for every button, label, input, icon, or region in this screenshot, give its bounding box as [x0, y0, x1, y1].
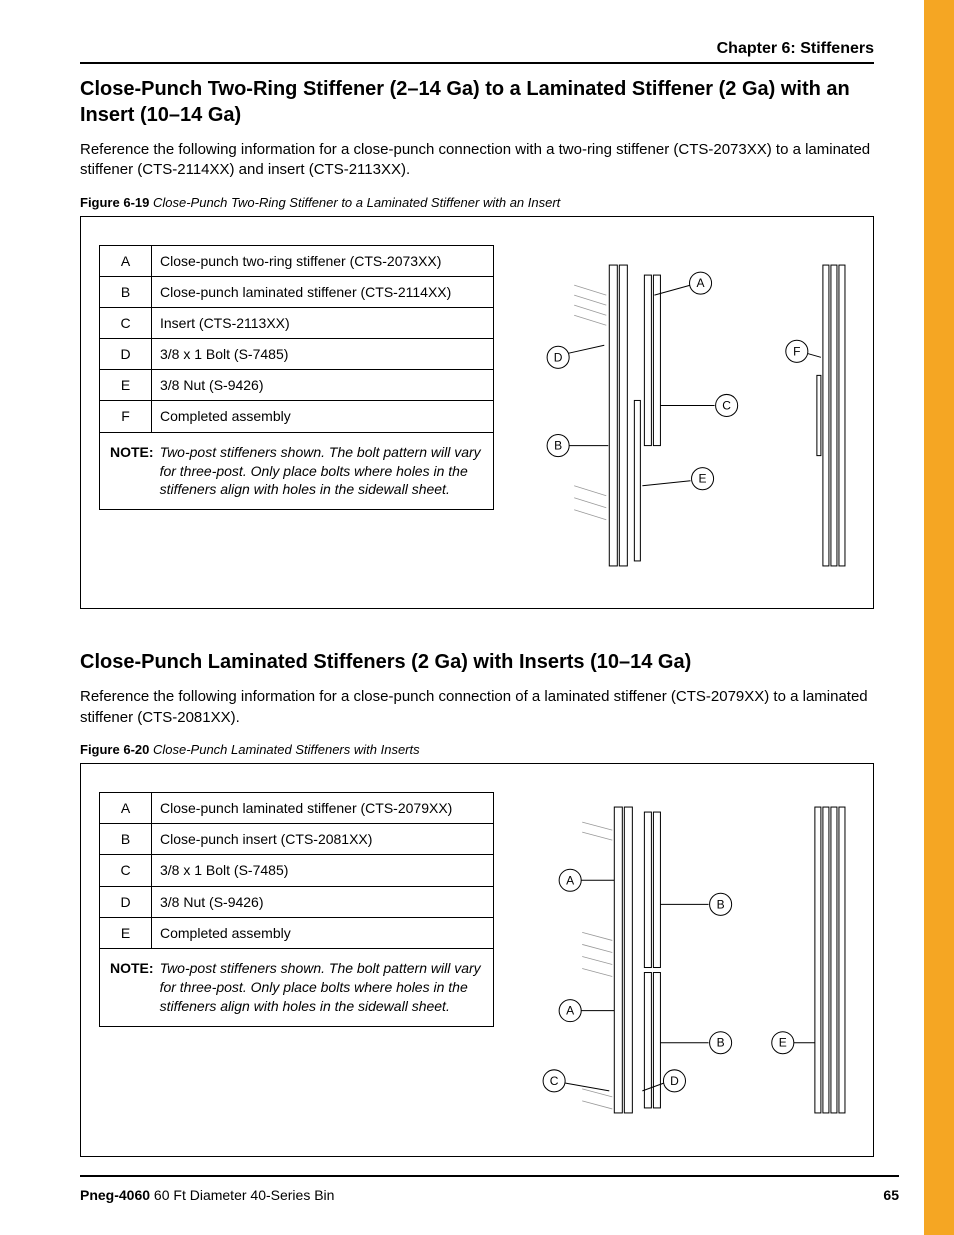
table-row: BClose-punch laminated stiffener (CTS-21… — [100, 276, 494, 307]
svg-text:B: B — [554, 438, 562, 452]
note-text: Two-post stiffeners shown. The bolt patt… — [160, 959, 483, 1016]
header-rule — [80, 62, 874, 64]
note-text: Two-post stiffeners shown. The bolt patt… — [160, 443, 483, 500]
figure-1-diagram: A D C B E F — [514, 245, 855, 576]
figure-2-parts-table: AClose-punch laminated stiffener (CTS-20… — [99, 792, 494, 1027]
page-number: 65 — [883, 1187, 899, 1203]
table-row: D3/8 x 1 Bolt (S-7485) — [100, 339, 494, 370]
svg-text:B: B — [717, 1036, 725, 1050]
svg-text:A: A — [566, 1004, 574, 1018]
figure-2-title: Close-Punch Laminated Stiffeners with In… — [153, 742, 420, 757]
figure-1-label: Figure 6-19 — [80, 195, 149, 210]
table-note-row: NOTE: Two-post stiffeners shown. The bol… — [100, 948, 494, 1026]
note-label: NOTE: — [110, 959, 154, 1016]
table-row: D3/8 Nut (S-9426) — [100, 886, 494, 917]
figure-2-diagram: A B A B C D — [514, 792, 855, 1123]
svg-text:A: A — [697, 276, 705, 290]
footer-doc: Pneg-4060 60 Ft Diameter 40-Series Bin — [80, 1187, 334, 1203]
table-row: AClose-punch two-ring stiffener (CTS-207… — [100, 245, 494, 276]
table-row: E3/8 Nut (S-9426) — [100, 370, 494, 401]
chapter-header: Chapter 6: Stiffeners — [80, 40, 874, 58]
svg-text:F: F — [793, 344, 800, 358]
note-label: NOTE: — [110, 443, 154, 500]
svg-text:E: E — [779, 1036, 787, 1050]
figure-1-caption: Figure 6-19 Close-Punch Two-Ring Stiffen… — [80, 195, 874, 210]
accent-bar — [924, 0, 954, 1235]
figure-1-box: AClose-punch two-ring stiffener (CTS-207… — [80, 216, 874, 610]
figure-2-caption: Figure 6-20 Close-Punch Laminated Stiffe… — [80, 742, 874, 757]
table-row: ECompleted assembly — [100, 917, 494, 948]
table-row: AClose-punch laminated stiffener (CTS-20… — [100, 792, 494, 823]
page-footer: Pneg-4060 60 Ft Diameter 40-Series Bin 6… — [80, 1175, 899, 1203]
figure-2-label: Figure 6-20 — [80, 742, 149, 757]
section-2-intro: Reference the following information for … — [80, 687, 874, 728]
svg-text:C: C — [550, 1074, 559, 1088]
svg-text:D: D — [670, 1074, 679, 1088]
svg-text:C: C — [722, 398, 731, 412]
footer-rule — [80, 1175, 899, 1177]
table-row: FCompleted assembly — [100, 401, 494, 432]
page-content: Chapter 6: Stiffeners Close-Punch Two-Ri… — [0, 0, 954, 1197]
section-1-title: Close-Punch Two-Ring Stiffener (2–14 Ga)… — [80, 76, 874, 128]
svg-text:B: B — [717, 897, 725, 911]
svg-text:A: A — [566, 873, 574, 887]
table-row: CInsert (CTS-2113XX) — [100, 307, 494, 338]
section-1-intro: Reference the following information for … — [80, 140, 874, 181]
table-row: C3/8 x 1 Bolt (S-7485) — [100, 855, 494, 886]
svg-text:E: E — [699, 471, 707, 485]
section-2-title: Close-Punch Laminated Stiffeners (2 Ga) … — [80, 649, 874, 675]
figure-1-title: Close-Punch Two-Ring Stiffener to a Lami… — [153, 195, 560, 210]
svg-text:D: D — [554, 350, 563, 364]
figure-2-box: AClose-punch laminated stiffener (CTS-20… — [80, 763, 874, 1157]
table-note-row: NOTE: Two-post stiffeners shown. The bol… — [100, 432, 494, 510]
figure-1-parts-table: AClose-punch two-ring stiffener (CTS-207… — [99, 245, 494, 511]
table-row: BClose-punch insert (CTS-2081XX) — [100, 824, 494, 855]
